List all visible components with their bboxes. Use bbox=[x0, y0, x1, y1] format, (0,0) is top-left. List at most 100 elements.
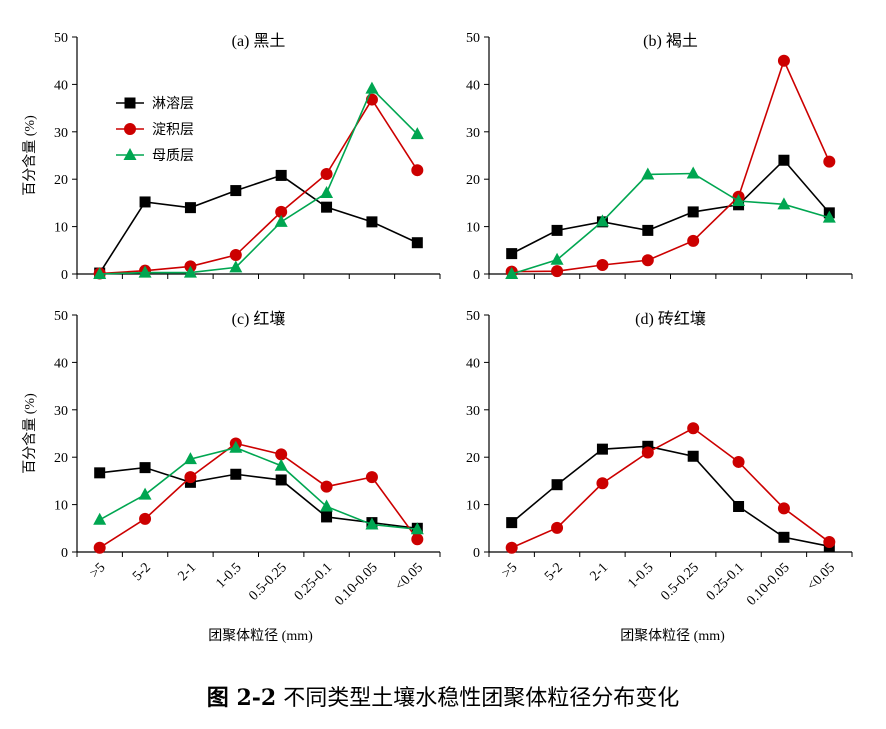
data-point bbox=[823, 536, 836, 549]
y-tick-label: 30 bbox=[466, 126, 480, 141]
data-point bbox=[777, 502, 790, 515]
data-point bbox=[366, 216, 378, 228]
series-3 bbox=[93, 81, 424, 279]
data-point bbox=[320, 480, 333, 493]
x-tick-label: >5 bbox=[499, 560, 520, 581]
series-line bbox=[99, 174, 418, 274]
y-tick-label: 20 bbox=[54, 173, 68, 188]
data-point bbox=[229, 440, 243, 453]
x-tick-label: 0.10-0.05 bbox=[744, 560, 793, 609]
data-point bbox=[551, 521, 564, 534]
data-point bbox=[94, 467, 106, 479]
data-point bbox=[642, 440, 654, 452]
y-tick-label: 40 bbox=[466, 78, 480, 93]
legend-marker bbox=[123, 148, 137, 160]
data-point bbox=[823, 155, 836, 168]
data-point bbox=[365, 517, 379, 530]
data-point bbox=[184, 202, 196, 214]
data-point bbox=[641, 446, 654, 459]
series-line bbox=[99, 87, 418, 275]
chart-title: (c) 红壤 bbox=[232, 309, 286, 328]
figure-caption: 图 2-2 不同类型土壤水稳性团聚体粒径分布变化 bbox=[0, 680, 886, 712]
figure-caption-text: 不同类型土壤水稳性团聚体粒径分布变化 bbox=[276, 686, 680, 711]
data-point bbox=[410, 522, 424, 535]
y-tick-label: 40 bbox=[54, 356, 68, 371]
data-point bbox=[506, 517, 518, 529]
data-point bbox=[551, 224, 563, 236]
legend-label: 淀积层 bbox=[152, 122, 194, 138]
data-point bbox=[596, 258, 609, 271]
chart-title: (b) 褐土 bbox=[643, 32, 698, 50]
data-point bbox=[777, 54, 790, 67]
data-point bbox=[274, 458, 288, 471]
data-point bbox=[275, 448, 288, 461]
x-tick-label: 1-0.5 bbox=[625, 560, 656, 591]
data-point bbox=[139, 512, 152, 525]
y-tick-label: 30 bbox=[54, 404, 68, 419]
data-point bbox=[778, 154, 790, 166]
series-1 bbox=[94, 169, 423, 279]
data-point bbox=[595, 214, 609, 227]
x-tick-label: 1-0.5 bbox=[213, 560, 244, 591]
y-tick-label: 10 bbox=[54, 221, 68, 236]
data-point bbox=[275, 169, 287, 181]
data-point bbox=[183, 265, 197, 278]
data-point bbox=[365, 471, 378, 484]
x-tick-label: 0.5-0.25 bbox=[246, 560, 290, 604]
y-axis-label: 百分含量 (%) bbox=[22, 393, 38, 474]
x-tick-label: 5-2 bbox=[542, 560, 566, 584]
y-tick-label: 10 bbox=[466, 499, 480, 514]
data-point bbox=[411, 164, 424, 177]
y-tick-label: 30 bbox=[466, 404, 480, 419]
y-tick-label: 40 bbox=[466, 356, 480, 371]
series-line bbox=[511, 159, 830, 255]
legend-label: 淋溶层 bbox=[152, 96, 194, 112]
series-line bbox=[99, 442, 418, 549]
data-point bbox=[778, 531, 790, 543]
data-point bbox=[93, 541, 106, 554]
y-tick-label: 20 bbox=[466, 451, 480, 466]
y-tick-label: 10 bbox=[466, 221, 480, 236]
legend-marker bbox=[124, 123, 136, 135]
data-point bbox=[641, 254, 654, 267]
series-line bbox=[511, 172, 830, 275]
data-point bbox=[822, 210, 836, 223]
data-point bbox=[139, 196, 151, 208]
data-point bbox=[686, 166, 700, 179]
data-point bbox=[505, 267, 519, 279]
data-point bbox=[687, 422, 700, 435]
x-tick-label: 5-2 bbox=[130, 560, 154, 584]
legend-marker bbox=[124, 97, 136, 109]
series-line bbox=[99, 446, 418, 531]
data-point bbox=[139, 462, 151, 474]
data-point bbox=[138, 487, 152, 500]
data-point bbox=[505, 541, 518, 554]
chart-panel-3: 0 10 20 30 40 50 >5 5-2 2-1 1-0.5 0.5-0.25 0.25-0.1… bbox=[22, 309, 441, 644]
data-point bbox=[732, 194, 746, 207]
data-point bbox=[184, 471, 197, 484]
data-point bbox=[93, 267, 107, 279]
data-point bbox=[687, 234, 700, 247]
data-point bbox=[777, 197, 791, 210]
y-tick-label: 10 bbox=[54, 499, 68, 514]
series-2 bbox=[505, 54, 836, 278]
data-point bbox=[229, 260, 243, 273]
x-tick-label: >5 bbox=[87, 560, 108, 581]
x-tick-label: <0.05 bbox=[393, 560, 427, 594]
data-point bbox=[410, 127, 424, 140]
data-point bbox=[411, 533, 424, 546]
data-point bbox=[230, 185, 242, 197]
y-tick-label: 50 bbox=[54, 309, 68, 324]
y-tick-label: 0 bbox=[473, 546, 480, 561]
data-point bbox=[229, 249, 242, 262]
data-point bbox=[733, 500, 745, 512]
series-line bbox=[511, 427, 830, 549]
chart-panel-4: 0 10 20 30 40 50 >5 5-2 2-1 1-0.5 0.5-0.25 0.25-0.1… bbox=[466, 309, 853, 644]
figure-caption-number: 图 2-2 bbox=[206, 685, 277, 711]
y-axis-label: 百分含量 (%) bbox=[22, 115, 38, 196]
data-point bbox=[321, 201, 333, 213]
data-point bbox=[320, 499, 334, 512]
series-3 bbox=[93, 440, 424, 535]
